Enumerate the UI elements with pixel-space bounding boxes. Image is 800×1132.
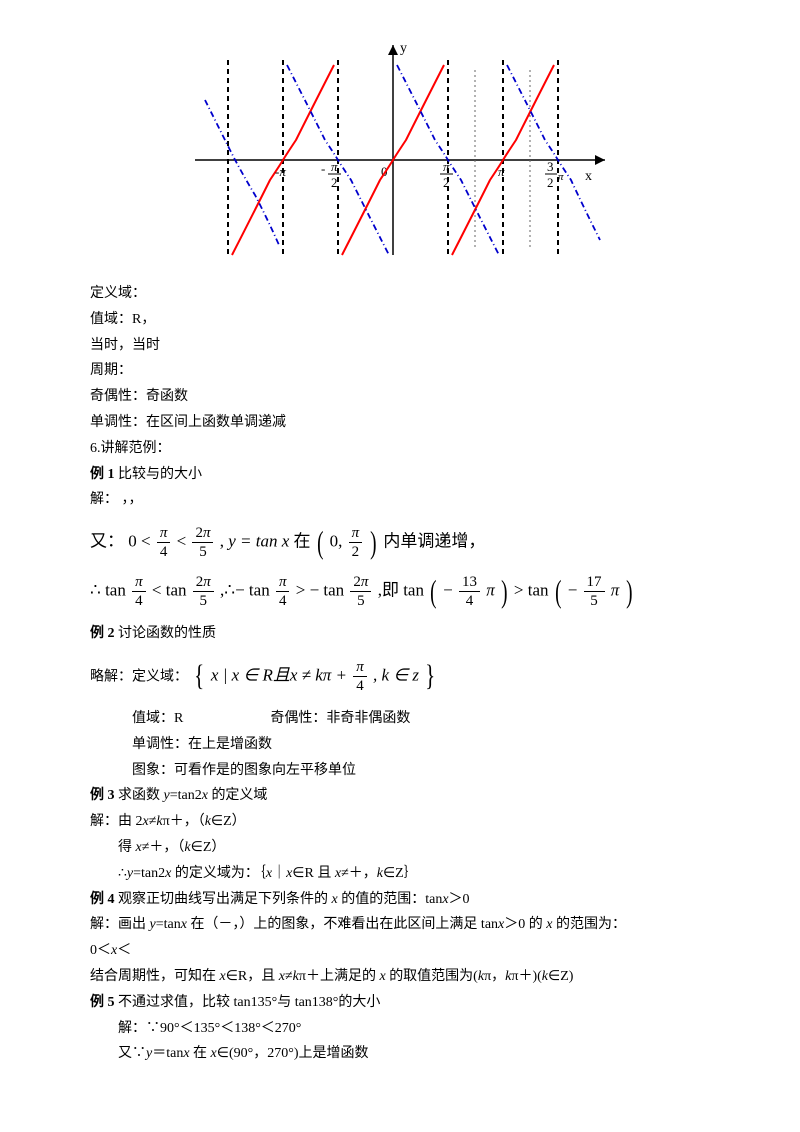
ex4-sol1: 解：画出 y=tanx 在（－，）上的图象，不难看出在此区间上满足 tanx＞0… — [90, 913, 710, 937]
svg-text:π: π — [443, 159, 450, 174]
ex2-domain: 略解：定义域： { x | x ∈ R且x ≠ kπ + π4 , k ∈ z … — [90, 658, 710, 695]
ex1-body: 比较与的大小 — [115, 467, 203, 482]
ex3-sol1: 解：由 2x≠kπ＋，（k∈Z） — [90, 810, 710, 834]
tick-labels: -π - π 2 π 2 π 3 2 π — [275, 159, 564, 190]
domain-label: 定义域： — [90, 282, 710, 306]
svg-text:3: 3 — [547, 159, 554, 174]
ex1-title: 例 1 — [90, 467, 115, 482]
ex3-title: 例 3 — [90, 788, 115, 803]
svg-text:-: - — [321, 161, 325, 176]
svg-text:y: y — [400, 41, 407, 56]
svg-text:x: x — [585, 169, 592, 184]
ex5-sol2: 又∵y＝tanx 在 x∈(90°，270°)上是增函数 — [90, 1042, 710, 1066]
ex1-math-line2: ∴ tan π4 < tan 2π5 ,∴− tan π4 > − tan 2π… — [90, 573, 710, 610]
ex2-body: 讨论函数的性质 — [115, 626, 217, 641]
ex5-title: 例 5 — [90, 995, 115, 1010]
svg-text:π: π — [498, 164, 505, 179]
period-label: 周期： — [90, 359, 710, 383]
ex2-range-parity: 值域：R 奇偶性：非奇非偶函数 — [90, 707, 710, 731]
ex3-sol3: ∴y=tan2x 的定义域为：｛x｜x∈R 且 x≠＋，k∈Z｝ — [90, 862, 710, 886]
ex5: 例 5 不通过求值，比较 tan135°与 tan138°的大小 — [90, 991, 710, 1015]
svg-text:2: 2 — [547, 175, 554, 190]
ex2-graph: 图象：可看作是的图象向左平移单位 — [90, 759, 710, 783]
ex1-math-line1: 又： 0 < π4 < 2π5 , y = tan x 在 ( 0, π2 ) … — [90, 524, 710, 561]
ex4-sol2: 0＜x＜ — [90, 939, 710, 963]
ex1-sol-prefix: 解： ，， — [90, 488, 710, 512]
tan-cot-graph: y x 0 — [90, 30, 710, 270]
ex3-sol2: 得 x≠＋，（k∈Z） — [90, 836, 710, 860]
parity-label: 奇偶性：奇函数 — [90, 385, 710, 409]
ex2: 例 2 讨论函数的性质 — [90, 622, 710, 646]
ex4-sol3: 结合周期性，可知在 x∈R，且 x≠kπ＋上满足的 x 的取值范围为(kπ，kπ… — [90, 965, 710, 989]
ex5-body: 不通过求值，比较 tan135°与 tan138°的大小 — [115, 995, 381, 1010]
ex4-title: 例 4 — [90, 892, 115, 907]
ex5-sol1: 解：∵90°＜135°＜138°＜270° — [90, 1017, 710, 1041]
svg-text:π: π — [558, 171, 564, 183]
ex2-title: 例 2 — [90, 626, 115, 641]
section6: 6.讲解范例： — [90, 437, 710, 461]
ex1: 例 1 比较与的大小 — [90, 463, 710, 487]
svg-text:2: 2 — [331, 175, 338, 190]
svg-text:2: 2 — [443, 175, 450, 190]
ex3: 例 3 求函数 y=tan2x 的定义域 — [90, 784, 710, 808]
mono-label: 单调性：在区间上函数单调递减 — [90, 411, 710, 435]
svg-text:-π: -π — [275, 164, 286, 179]
when-label: 当时，当时 — [90, 334, 710, 358]
range-label: 值域：R， — [90, 308, 710, 332]
svg-text:π: π — [331, 159, 338, 174]
ex2-mono: 单调性：在上是增函数 — [90, 733, 710, 757]
ex4: 例 4 观察正切曲线写出满足下列条件的 x 的值的范围：tanx＞0 — [90, 888, 710, 912]
